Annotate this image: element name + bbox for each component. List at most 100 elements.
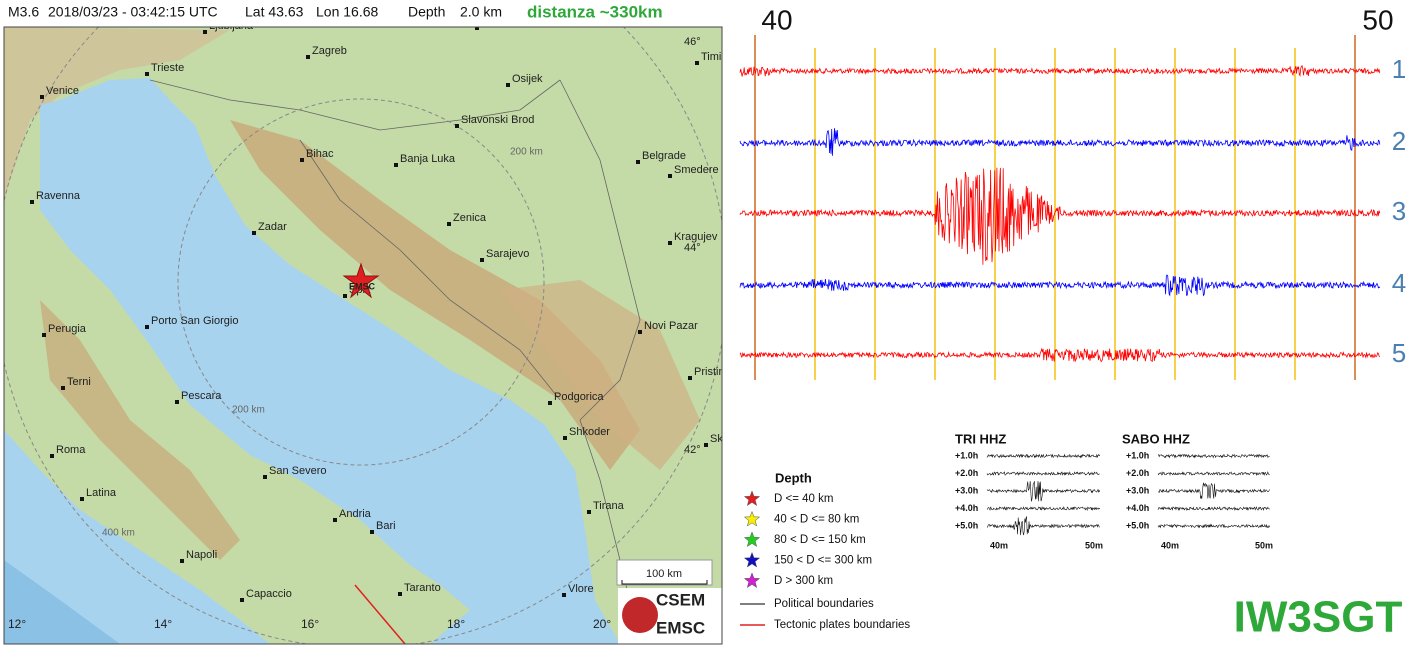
- city-dot: [61, 386, 65, 390]
- city-dot: [252, 231, 256, 235]
- city-label: Belgrade: [642, 150, 686, 162]
- lon-label: 16°: [301, 617, 319, 631]
- city-label: Terni: [67, 376, 91, 388]
- legend-label: 80 < D <= 150 km: [774, 534, 866, 546]
- time: 2018/03/23 - 03:42:15 UTC: [48, 4, 218, 20]
- legend: Depth D <= 40 km 40 < D <= 80 km 80 < D <=…: [740, 470, 910, 631]
- ring-label: 400 km: [102, 528, 135, 539]
- end-label: 50: [1362, 4, 1393, 35]
- lon-label: 20°: [593, 617, 611, 631]
- city-label: Smedere: [674, 164, 719, 176]
- city-dot: [506, 83, 510, 87]
- legend-label: D <= 40 km: [774, 493, 833, 505]
- heli-row-label: +3.0h: [955, 485, 978, 495]
- city-dot: [370, 530, 374, 534]
- city-label: Zadar: [258, 221, 287, 233]
- heli-trace: [986, 516, 1100, 536]
- heli-row-label: +2.0h: [1126, 468, 1149, 478]
- city-dot: [263, 475, 267, 479]
- city-dot: [475, 27, 479, 30]
- epicenter-star: [342, 262, 380, 299]
- legend-star: [743, 531, 761, 548]
- city-dot: [447, 222, 451, 226]
- city-label: Osijek: [512, 73, 543, 85]
- alps: [4, 27, 230, 200]
- trace-label: 5: [1392, 338, 1406, 368]
- apennines: [40, 300, 240, 560]
- heli-trace: [986, 480, 1101, 502]
- tectonic-boundary: [354, 584, 406, 644]
- helicorders: TRI HHZ +1.0h +2.0h +3.0h +4.0h +5.0h 40m 50m SA…: [955, 431, 1273, 550]
- trace: [739, 347, 1381, 363]
- deep-sea: [4, 560, 120, 644]
- city-label: Zagreb: [312, 45, 347, 57]
- city-dot: [80, 497, 84, 501]
- city-dot: [562, 593, 566, 597]
- city-label: Pescara: [181, 390, 222, 402]
- city-dot: [343, 294, 347, 298]
- ring-label: 200 km: [232, 405, 265, 416]
- city-dot: [548, 401, 552, 405]
- map-frame: [3, 26, 723, 645]
- heli-trace: [1157, 471, 1270, 477]
- heli-row-label: +4.0h: [955, 503, 978, 513]
- logo-globe: [622, 597, 658, 633]
- city-label: Capaccio: [246, 588, 292, 600]
- heli-axis: 40m: [990, 540, 1008, 550]
- city-label: San Severo: [269, 465, 326, 477]
- city-label: Novi Pazar: [644, 320, 698, 332]
- city-label: Sarajevo: [486, 248, 529, 260]
- mountains: [500, 280, 700, 470]
- city-label: Pristin: [694, 366, 725, 378]
- city-label: Ravenna: [36, 190, 81, 202]
- city-label: Timis: [701, 51, 727, 63]
- trace-label: 4: [1392, 268, 1406, 298]
- lat-label: 44°: [684, 242, 701, 254]
- border: [559, 79, 641, 421]
- city-label: Slavonski Brod: [461, 114, 534, 126]
- legend-star: [743, 510, 761, 527]
- legend-label: Political boundaries: [774, 598, 874, 610]
- city-label: Tirana: [593, 500, 625, 512]
- city-dot: [695, 61, 699, 65]
- city-label: Perugia: [48, 323, 87, 335]
- magnitude: M3.6: [8, 4, 39, 20]
- city-label: Roma: [56, 444, 86, 456]
- logo-text: EMSC: [656, 618, 705, 637]
- heli-trace: [986, 453, 1101, 459]
- city-dot: [636, 160, 640, 164]
- heli-row-label: +2.0h: [955, 468, 978, 478]
- lat: Lat 43.63: [245, 4, 304, 20]
- city-label: Venice: [46, 85, 79, 97]
- city-label: Vlore: [568, 583, 594, 595]
- city-dot: [50, 454, 54, 458]
- city-label: Bihac: [306, 148, 334, 160]
- city-label: Porto San Giorgio: [151, 315, 238, 327]
- start-label: 40: [761, 4, 792, 35]
- city-dot: [704, 443, 708, 447]
- heli-axis: 40m: [1161, 540, 1179, 550]
- border: [149, 79, 561, 131]
- city-dot: [587, 510, 591, 514]
- heli-trace: [1157, 453, 1270, 459]
- city-dot: [145, 72, 149, 76]
- city-dot: [42, 333, 46, 337]
- seismogram: 40 50 1 2 3 4 5: [739, 4, 1406, 380]
- heli-row-label: +5.0h: [955, 520, 978, 530]
- city-label: Taranto: [404, 582, 441, 594]
- city-dot: [180, 559, 184, 563]
- city-dot: [638, 330, 642, 334]
- city-dot: [563, 436, 567, 440]
- city-dot: [398, 592, 402, 596]
- city-label: Bari: [376, 520, 396, 532]
- city-dot: [40, 95, 44, 99]
- trace-label: 1: [1392, 54, 1406, 84]
- cities: Ljubljana PecsZagrebTriesteTimisVeniceOsi…: [30, 27, 727, 602]
- ring-label: 200 km: [510, 147, 543, 158]
- city-label: Podgorica: [554, 391, 604, 403]
- heli-row-label: +4.0h: [1126, 503, 1149, 513]
- heli-axis: 50m: [1255, 540, 1273, 550]
- city-label: Zenica: [453, 212, 487, 224]
- border: [299, 139, 561, 401]
- heli-row-label: +3.0h: [1126, 485, 1149, 495]
